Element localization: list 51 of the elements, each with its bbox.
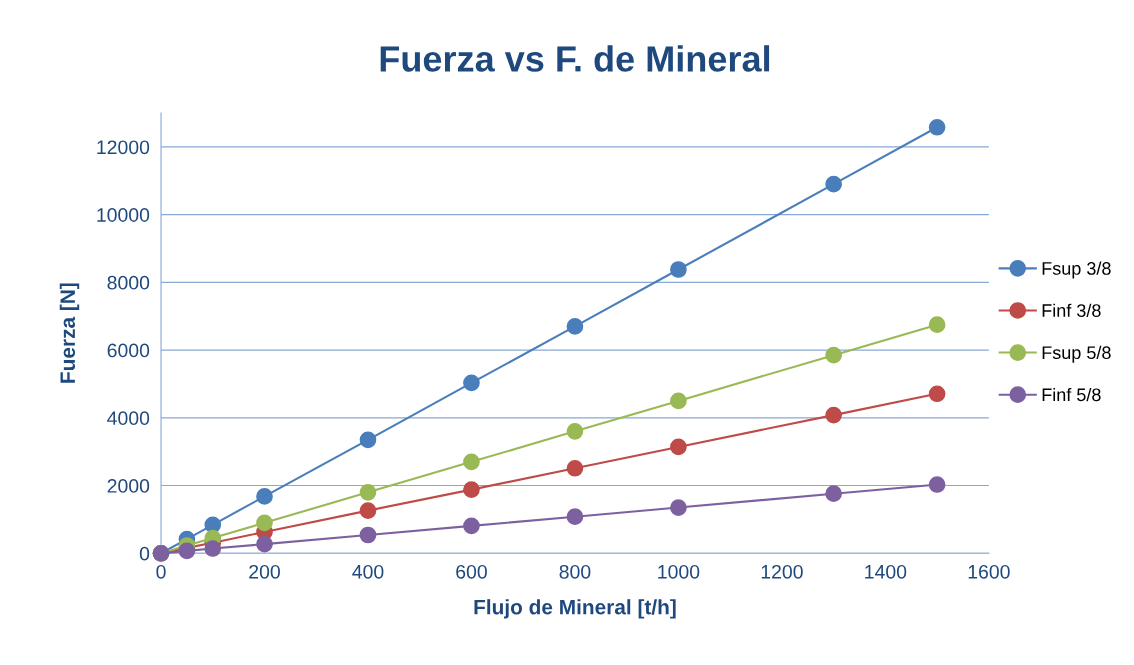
x-axis-title: Flujo de Mineral [t/h]: [474, 599, 676, 619]
point: [825, 175, 842, 193]
point: [256, 488, 273, 505]
x-tick-label: 1200: [761, 564, 803, 579]
y-tick-label: 2000: [107, 479, 150, 493]
y-tick-label: 6000: [107, 343, 150, 358]
point: [825, 485, 842, 503]
x-tick-label: 1000: [658, 564, 700, 579]
x-tick-label: 600: [456, 564, 487, 579]
point: [670, 261, 687, 278]
point: [359, 483, 377, 501]
x-tick-label: 400: [352, 564, 384, 579]
point: [566, 318, 584, 335]
point: [670, 499, 687, 516]
legend-label: Fsup 5/8: [1042, 345, 1111, 363]
y-tick-label: 12000: [97, 140, 150, 155]
y-tick-label: 4000: [107, 411, 150, 426]
point: [359, 431, 377, 449]
point: [670, 392, 687, 410]
point: [359, 502, 377, 519]
legend-label: Finf 5/8: [1042, 387, 1101, 402]
point: [256, 514, 273, 532]
point: [670, 438, 687, 456]
point: [928, 316, 946, 334]
point: [463, 517, 480, 535]
legend-label: Fsup 3/8: [1042, 261, 1111, 279]
x-tick-label: 800: [559, 564, 591, 579]
y-axis-title: Fuerza [N]: [59, 283, 80, 383]
y-tick-label: 8000: [107, 275, 150, 290]
point: [463, 374, 480, 392]
point: [463, 453, 480, 471]
point: [566, 459, 584, 477]
x-tick-label: 0: [156, 564, 166, 579]
x-tick-label: 1400: [865, 564, 907, 579]
point: [566, 423, 584, 440]
legend-label: Finf 3/8: [1042, 303, 1101, 317]
x-tick-label: 1600: [968, 564, 1010, 579]
point: [463, 481, 480, 498]
chart-title: Fuerza vs F. de Mineral: [380, 45, 770, 72]
point: [256, 535, 273, 553]
point: [928, 476, 946, 493]
point: [928, 118, 946, 136]
x-tick-label: 200: [249, 564, 280, 579]
point: [825, 406, 842, 424]
y-tick-label: 10000: [97, 208, 150, 222]
point: [825, 346, 842, 364]
point: [359, 526, 377, 544]
point: [928, 385, 946, 403]
point: [204, 540, 222, 557]
point: [566, 508, 584, 526]
y-tick-label: 0: [139, 546, 150, 561]
